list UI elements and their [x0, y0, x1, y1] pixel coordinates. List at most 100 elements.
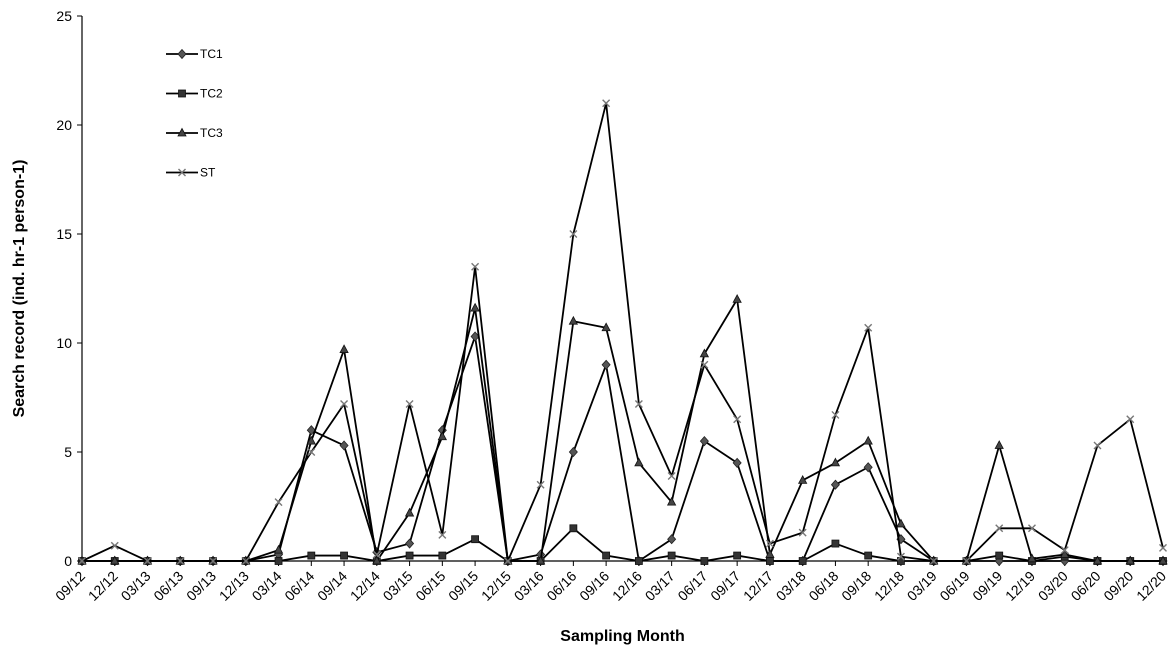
point-tc3 [765, 549, 775, 558]
point-tc2 [798, 557, 807, 565]
y-tick-label: 15 [56, 226, 72, 242]
legend-marker-tc2 [178, 89, 186, 98]
point-tc2 [405, 551, 414, 560]
x-tick-label: 09/13 [183, 568, 219, 604]
point-st [1126, 415, 1135, 424]
point-tc3 [470, 302, 480, 312]
x-tick-label: 03/16 [511, 568, 547, 604]
point-tc1 [339, 440, 349, 451]
point-tc1 [601, 359, 611, 370]
point-st [798, 528, 807, 537]
y-tick-label: 25 [56, 8, 72, 24]
y-tick-label: 10 [56, 335, 72, 351]
series-line-tc2 [82, 527, 1163, 562]
point-tc1 [306, 425, 316, 436]
point-st [569, 230, 578, 238]
point-st [438, 530, 447, 539]
point-tc1 [863, 462, 873, 473]
x-tick-label: 03/19 [904, 568, 940, 604]
series-line-st [81, 102, 1164, 562]
x-tick-label: 09/18 [838, 568, 874, 604]
point-tc1 [405, 538, 415, 549]
point-tc1 [699, 435, 709, 447]
x-tick-label: 06/13 [150, 568, 186, 604]
point-st [1093, 441, 1102, 450]
point-st [110, 541, 119, 550]
x-tick-label: 09/12 [52, 568, 88, 604]
point-st [307, 448, 316, 456]
point-tc2 [602, 551, 611, 560]
point-tc2 [831, 539, 840, 548]
x-tick-label: 09/20 [1100, 568, 1136, 604]
point-st [667, 471, 676, 480]
point-st [831, 410, 840, 419]
x-tick-label: 03/17 [642, 568, 678, 604]
point-tc3 [634, 457, 644, 467]
axes [81, 16, 1163, 562]
point-st [995, 524, 1004, 533]
point-tc2 [766, 557, 774, 565]
x-tick-label: 03/18 [773, 568, 809, 604]
point-tc1 [732, 457, 742, 469]
series-layer [77, 99, 1168, 567]
x-tick-label: 12/16 [609, 568, 645, 604]
point-tc3 [306, 435, 316, 445]
y-ticks: 0 5 10 15 20 25 [56, 8, 82, 569]
series-tc2 [78, 524, 1167, 565]
x-tick-label: 06/17 [674, 568, 710, 604]
point-tc3 [1060, 549, 1070, 558]
point-tc1 [830, 479, 840, 490]
point-tc3 [568, 315, 579, 325]
legend-label: ST [200, 166, 216, 180]
x-tick-label: 12/15 [478, 568, 514, 604]
point-st [503, 557, 512, 565]
x-tick-label: 09/17 [707, 568, 743, 604]
point-st [536, 480, 545, 489]
x-tick-label: 09/15 [445, 568, 481, 604]
point-st [765, 539, 774, 548]
point-st [78, 557, 86, 565]
point-st [864, 323, 873, 332]
point-tc3 [798, 474, 808, 484]
legend-label: TC2 [200, 87, 223, 101]
x-tick-label: 06/14 [281, 568, 317, 604]
x-tick-label: 09/16 [576, 568, 612, 604]
x-tick-label: 03/20 [1035, 568, 1071, 604]
point-st [1060, 546, 1069, 555]
y-tick-label: 20 [56, 117, 72, 133]
point-st [340, 400, 349, 409]
point-tc1 [568, 446, 578, 458]
point-tc2 [864, 551, 873, 560]
point-st [372, 550, 381, 559]
point-st [1027, 524, 1036, 533]
x-tick-label: 12/18 [871, 568, 907, 604]
point-tc3 [601, 322, 611, 332]
point-tc3 [699, 348, 710, 358]
point-tc3 [1158, 555, 1168, 565]
point-tc3 [830, 457, 841, 467]
x-ticks: 09/1212/1203/1306/1309/1312/1303/1406/14… [52, 561, 1169, 604]
series-line-tc1 [82, 335, 1163, 562]
x-tick-label: 06/18 [805, 568, 841, 604]
point-tc3 [339, 344, 349, 353]
y-tick-label: 0 [64, 553, 72, 569]
series-line-tc3 [82, 298, 1163, 562]
x-tick-label: 06/15 [412, 568, 448, 604]
point-tc3 [1092, 555, 1103, 565]
point-tc3 [1027, 553, 1037, 563]
point-tc2 [667, 551, 676, 560]
point-tc3 [896, 518, 906, 528]
point-st [176, 557, 185, 565]
x-tick-label: 09/19 [969, 568, 1005, 604]
point-tc2 [700, 557, 709, 565]
point-tc3 [1125, 555, 1135, 565]
x-tick-label: 03/13 [118, 568, 154, 604]
x-tick-label: 03/15 [380, 568, 416, 604]
x-tick-label: 12/12 [85, 568, 121, 604]
point-tc2 [471, 535, 479, 544]
point-st [1159, 543, 1167, 552]
point-tc2 [995, 551, 1004, 560]
x-tick-label: 12/19 [1002, 568, 1038, 604]
x-tick-label: 06/16 [543, 568, 579, 604]
